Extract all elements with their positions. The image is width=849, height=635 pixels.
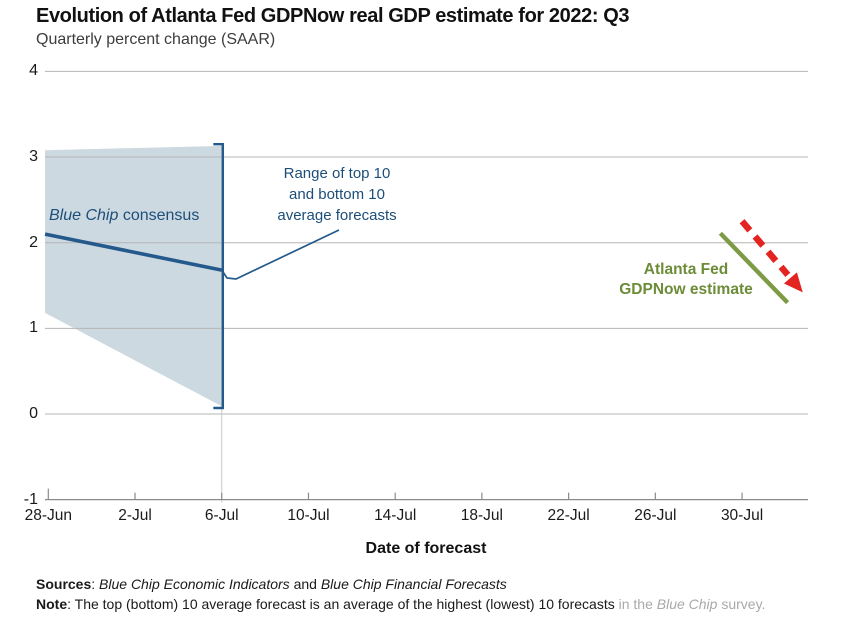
- trend-arrow-shaft: [739, 219, 791, 277]
- sources-segment: Blue Chip Financial Forecasts: [320, 576, 507, 592]
- sources-segment: Blue Chip Economic Indicators: [99, 576, 290, 592]
- gdpnow-annotation: Atlanta Fed GDPNow estimate: [586, 260, 786, 300]
- y-tick-label: 3: [29, 148, 38, 166]
- x-tick-label: 14-Jul: [374, 507, 417, 524]
- sources-segment: and: [289, 576, 321, 592]
- blue-chip-consensus-line: [44, 232, 223, 272]
- x-tick-label: 28-Jun: [24, 507, 72, 524]
- x-tick-label: 30-Jul: [720, 507, 764, 524]
- blue-chip-italic-text: Blue Chip: [49, 207, 119, 224]
- y-tick-label: -1: [23, 490, 38, 508]
- note-segment: survey.: [717, 596, 766, 612]
- note-segment: Note: [36, 596, 68, 612]
- y-tick-label: 2: [29, 233, 38, 251]
- gdpnow-estimate-line: [718, 231, 790, 305]
- x-tick-label: 2-Jul: [118, 507, 152, 524]
- range-annotation-line3: average forecasts: [277, 207, 397, 224]
- range-annotation-line2: and bottom 10: [289, 186, 385, 203]
- blue-chip-consensus-label: Blue Chip consensus: [49, 207, 249, 225]
- range-annotation: Range of top 10 and bottom 10 average fo…: [237, 163, 437, 226]
- chart-units-label: Quarterly percent change (SAAR): [36, 31, 276, 48]
- gdpnow-annotation-line1: Atlanta Fed: [643, 261, 729, 278]
- gdpnow-annotation-line2: GDPNow estimate: [619, 281, 753, 298]
- y-tick-label: 0: [29, 405, 38, 422]
- x-tick-label: 26-Jul: [634, 507, 677, 524]
- x-axis-title: Date of forecast: [365, 540, 487, 557]
- y-tick-label: 4: [29, 62, 38, 80]
- chart-title: Evolution of Atlanta Fed GDPNow real GDP…: [36, 5, 630, 27]
- y-tick-label: 1: [29, 319, 38, 337]
- x-tick-label: 22-Jul: [547, 507, 590, 524]
- range-leader-line: [222, 229, 340, 280]
- note-segment: : The top (bottom) 10 average forecast i…: [67, 596, 619, 612]
- forecast-range-band: [45, 145, 222, 407]
- x-tick-label: 18-Jul: [460, 507, 503, 524]
- consensus-text: consensus: [118, 207, 200, 224]
- note-line: Note: The top (bottom) 10 average foreca…: [36, 596, 765, 612]
- x-tick-label: 10-Jul: [287, 507, 330, 524]
- x-tick-label: 6-Jul: [204, 507, 239, 524]
- sources-line: Sources: Blue Chip Economic Indicators a…: [36, 576, 507, 592]
- range-bracket: [213, 143, 225, 410]
- sources-segment: :: [91, 576, 100, 592]
- note-segment: Blue Chip: [656, 596, 718, 612]
- range-annotation-line1: Range of top 10: [283, 165, 391, 182]
- note-segment: in the: [618, 596, 657, 612]
- sources-segment: Sources: [36, 576, 92, 592]
- trend-arrow-head: [783, 272, 803, 293]
